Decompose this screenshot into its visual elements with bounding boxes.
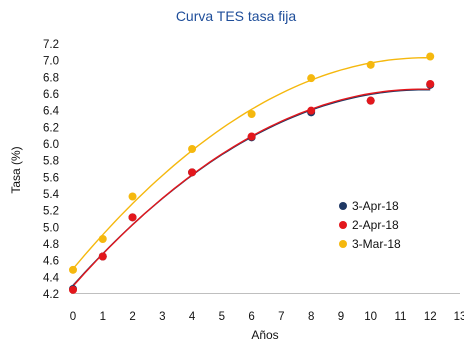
x-tick-label: 0 xyxy=(70,311,76,323)
data-point xyxy=(247,132,256,141)
x-tick-label: 7 xyxy=(278,311,284,323)
x-tick-label: 13 xyxy=(454,311,464,323)
x-tick-label: 12 xyxy=(424,311,437,323)
y-tick-label: 6.2 xyxy=(43,122,59,134)
data-point xyxy=(188,145,197,153)
y-tick-label: 4.6 xyxy=(43,256,59,268)
x-tick-label: 2 xyxy=(129,311,135,323)
data-point xyxy=(307,106,316,115)
y-axis-label: Tasa (%) xyxy=(9,146,23,193)
y-tick-label: 5.6 xyxy=(43,172,59,184)
y-tick-label: 6.0 xyxy=(43,139,59,151)
data-point xyxy=(366,96,375,105)
data-point xyxy=(426,52,435,61)
data-point xyxy=(307,74,316,83)
x-axis-label: Años xyxy=(251,328,278,342)
y-tick-label: 6.8 xyxy=(43,72,59,84)
data-point xyxy=(69,285,77,294)
y-tick-label: 5.8 xyxy=(43,156,59,168)
trendlines xyxy=(72,56,431,287)
chart-title: Curva TES tasa fija xyxy=(176,8,297,24)
data-point xyxy=(128,192,137,201)
y-tick-label: 5.0 xyxy=(43,222,59,234)
data-point xyxy=(188,168,197,177)
y-tick-label: 5.2 xyxy=(43,206,59,218)
legend-label: 2-Apr-18 xyxy=(352,218,399,232)
data-point xyxy=(98,235,107,243)
x-tick-label: 1 xyxy=(100,311,106,323)
x-tick-label: 11 xyxy=(394,311,406,323)
trendline-2-Apr-18 xyxy=(72,88,431,287)
legend-label: 3-Mar-18 xyxy=(352,237,401,251)
y-tick-label: 6.4 xyxy=(43,106,60,118)
data-point xyxy=(128,213,137,222)
legend-marker xyxy=(339,221,347,229)
data-point xyxy=(98,252,107,261)
data-points xyxy=(69,52,435,294)
x-tick-label: 8 xyxy=(308,311,314,323)
data-point xyxy=(69,265,77,274)
data-point xyxy=(247,110,256,118)
y-tick-label: 6.6 xyxy=(43,89,59,101)
y-tick-label: 5.4 xyxy=(43,189,60,201)
legend-label: 3-Apr-18 xyxy=(352,199,399,213)
data-point xyxy=(366,60,375,69)
x-axis-ticks: 0 1 2 3 4 5 6 7 8 9 10 11 12 13 xyxy=(70,311,464,323)
x-tick-label: 10 xyxy=(364,311,377,323)
x-tick-label: 5 xyxy=(219,311,225,323)
y-tick-label: 4.4 xyxy=(43,272,60,284)
data-point xyxy=(426,80,435,88)
x-tick-label: 3 xyxy=(159,311,165,323)
y-tick-label: 7.0 xyxy=(43,56,59,68)
x-tick-label: 9 xyxy=(338,311,344,323)
x-tick-label: 6 xyxy=(248,311,254,323)
y-tick-label: 4.8 xyxy=(43,239,59,251)
legend: 3-Apr-18 2-Apr-18 3-Mar-18 xyxy=(339,199,401,251)
x-tick-label: 4 xyxy=(189,311,196,323)
y-axis-ticks: 4.2 4.4 4.6 4.8 5.0 5.2 5.4 5.6 5.8 6.0 6.2 6.4 6.6 6… xyxy=(43,39,60,301)
y-tick-label: 4.2 xyxy=(43,289,59,301)
legend-marker xyxy=(339,202,347,210)
y-tick-label: 7.2 xyxy=(43,39,59,51)
legend-marker xyxy=(339,240,347,248)
trendline-3-Apr-18 xyxy=(72,89,431,286)
